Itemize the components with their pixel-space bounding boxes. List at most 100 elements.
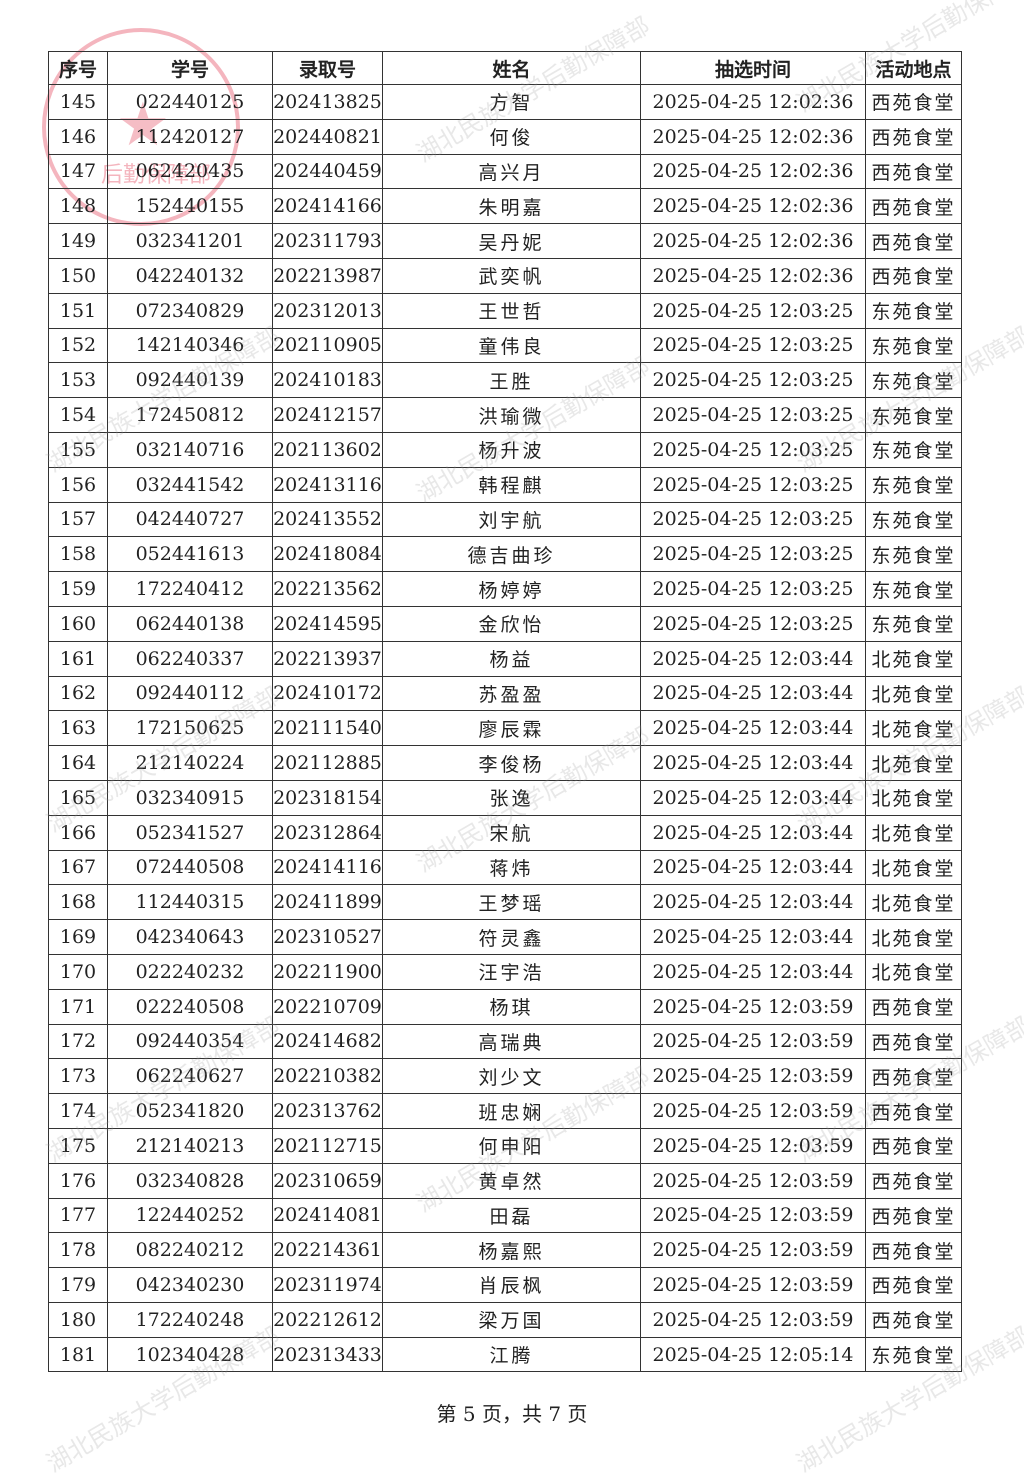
cell-admission-no: 202213987 xyxy=(272,257,383,294)
cell-name: 方智 xyxy=(382,84,641,120)
cell-draw-time: 2025-04-25 12:03:59 xyxy=(640,1093,866,1129)
cell-index: 152 xyxy=(48,327,108,364)
cell-location: 北苑食堂 xyxy=(865,745,962,781)
cell-admission-no: 202414682 xyxy=(272,1023,383,1060)
cell-admission-no: 202112715 xyxy=(272,1127,383,1164)
cell-draw-time: 2025-04-25 12:03:59 xyxy=(640,988,866,1025)
cell-name: 江腾 xyxy=(382,1336,641,1373)
cell-name: 王胜 xyxy=(382,362,641,399)
cell-admission-no: 202413825 xyxy=(272,84,383,120)
cell-location: 西苑食堂 xyxy=(865,118,962,155)
cell-name: 吴丹妮 xyxy=(382,223,641,259)
cell-name: 符灵鑫 xyxy=(382,919,641,955)
cell-draw-time: 2025-04-25 12:03:25 xyxy=(640,431,866,468)
cell-draw-time: 2025-04-25 12:03:44 xyxy=(640,814,866,851)
cell-index: 167 xyxy=(48,849,108,886)
cell-name: 童伟良 xyxy=(382,327,641,364)
cell-draw-time: 2025-04-25 12:03:59 xyxy=(640,1058,866,1095)
cell-admission-no: 202111540 xyxy=(272,710,383,747)
cell-location: 西苑食堂 xyxy=(865,1162,962,1199)
cell-location: 西苑食堂 xyxy=(865,988,962,1025)
table-row: 152 142140346 202110905 童伟良 2025-04-25 12:03… xyxy=(48,327,962,364)
cell-admission-no: 202210382 xyxy=(272,1058,383,1095)
cell-index: 174 xyxy=(48,1093,108,1129)
table-row: 150 042240132 202213987 武奕帆 2025-04-25 12:02… xyxy=(48,257,962,294)
cell-location: 北苑食堂 xyxy=(865,919,962,955)
cell-draw-time: 2025-04-25 12:03:44 xyxy=(640,710,866,747)
cell-draw-time: 2025-04-25 12:03:44 xyxy=(640,675,866,712)
cell-name: 张逸 xyxy=(382,779,641,816)
cell-draw-time: 2025-04-25 12:02:36 xyxy=(640,84,866,120)
cell-draw-time: 2025-04-25 12:03:59 xyxy=(640,1197,866,1234)
cell-admission-no: 202214361 xyxy=(272,1232,383,1269)
cell-index: 165 xyxy=(48,779,108,816)
cell-name: 金欣怡 xyxy=(382,605,641,642)
cell-student-id: 172240248 xyxy=(107,1301,273,1338)
cell-student-id: 042340643 xyxy=(107,919,273,955)
table-row: 148 152440155 202414166 朱明嘉 2025-04-25 12:02… xyxy=(48,188,962,225)
table-row: 162 092440112 202410172 苏盈盈 2025-04-25 12:03… xyxy=(48,675,962,712)
header-name: 姓名 xyxy=(382,51,641,85)
cell-location: 西苑食堂 xyxy=(865,1093,962,1129)
cell-index: 172 xyxy=(48,1023,108,1060)
table-row: 168 112440315 202411899 王梦瑶 2025-04-25 12:03… xyxy=(48,884,962,921)
cell-draw-time: 2025-04-25 12:03:44 xyxy=(640,919,866,955)
cell-admission-no: 202311793 xyxy=(272,223,383,259)
cell-name: 梁万国 xyxy=(382,1301,641,1338)
cell-name: 廖辰霖 xyxy=(382,710,641,747)
cell-name: 王世哲 xyxy=(382,292,641,329)
cell-name: 班忠娴 xyxy=(382,1093,641,1129)
cell-student-id: 172450812 xyxy=(107,397,273,433)
table-row: 149 032341201 202311793 吴丹妮 2025-04-25 12:02… xyxy=(48,223,962,259)
cell-draw-time: 2025-04-25 12:03:44 xyxy=(640,640,866,677)
header-student-id: 学号 xyxy=(107,51,273,85)
cell-index: 163 xyxy=(48,710,108,747)
cell-admission-no: 202312013 xyxy=(272,292,383,329)
cell-index: 171 xyxy=(48,988,108,1025)
cell-student-id: 052341820 xyxy=(107,1093,273,1129)
cell-admission-no: 202414166 xyxy=(272,188,383,225)
cell-index: 156 xyxy=(48,466,108,503)
cell-student-id: 022440125 xyxy=(107,84,273,120)
cell-index: 178 xyxy=(48,1232,108,1269)
cell-location: 东苑食堂 xyxy=(865,571,962,607)
cell-student-id: 062240627 xyxy=(107,1058,273,1095)
cell-student-id: 062440138 xyxy=(107,605,273,642)
cell-student-id: 032441542 xyxy=(107,466,273,503)
cell-admission-no: 202414595 xyxy=(272,605,383,642)
table-row: 169 042340643 202310527 符灵鑫 2025-04-25 12:03… xyxy=(48,919,962,955)
cell-student-id: 122440252 xyxy=(107,1197,273,1234)
cell-draw-time: 2025-04-25 12:02:36 xyxy=(640,153,866,190)
cell-index: 145 xyxy=(48,84,108,120)
table-row: 157 042440727 202413552 刘宇航 2025-04-25 12:03… xyxy=(48,501,962,538)
cell-location: 东苑食堂 xyxy=(865,327,962,364)
cell-student-id: 052441613 xyxy=(107,536,273,573)
cell-location: 东苑食堂 xyxy=(865,536,962,573)
cell-admission-no: 202110905 xyxy=(272,327,383,364)
table-row: 145 022440125 202413825 方智 2025-04-25 12:02:… xyxy=(48,84,962,120)
cell-name: 肖辰枫 xyxy=(382,1267,641,1303)
table-row: 178 082240212 202214361 杨嘉熙 2025-04-25 12:03… xyxy=(48,1232,962,1269)
cell-name: 王梦瑶 xyxy=(382,884,641,921)
cell-admission-no: 202418084 xyxy=(272,536,383,573)
cell-location: 北苑食堂 xyxy=(865,710,962,747)
cell-admission-no: 202413116 xyxy=(272,466,383,503)
cell-draw-time: 2025-04-25 12:02:36 xyxy=(640,118,866,155)
cell-student-id: 092440112 xyxy=(107,675,273,712)
table-row: 154 172450812 202412157 洪瑜微 2025-04-25 12:03… xyxy=(48,397,962,433)
cell-index: 155 xyxy=(48,431,108,468)
header-draw-time: 抽选时间 xyxy=(640,51,866,85)
cell-index: 151 xyxy=(48,292,108,329)
table-header-row: 序号 学号 录取号 姓名 抽选时间 活动地点 xyxy=(48,51,962,85)
cell-index: 161 xyxy=(48,640,108,677)
cell-student-id: 032341201 xyxy=(107,223,273,259)
cell-name: 杨升波 xyxy=(382,431,641,468)
cell-name: 杨益 xyxy=(382,640,641,677)
cell-index: 177 xyxy=(48,1197,108,1234)
cell-admission-no: 202410172 xyxy=(272,675,383,712)
cell-student-id: 142140346 xyxy=(107,327,273,364)
cell-admission-no: 202318154 xyxy=(272,779,383,816)
cell-student-id: 032340828 xyxy=(107,1162,273,1199)
cell-index: 162 xyxy=(48,675,108,712)
cell-name: 韩程麒 xyxy=(382,466,641,503)
